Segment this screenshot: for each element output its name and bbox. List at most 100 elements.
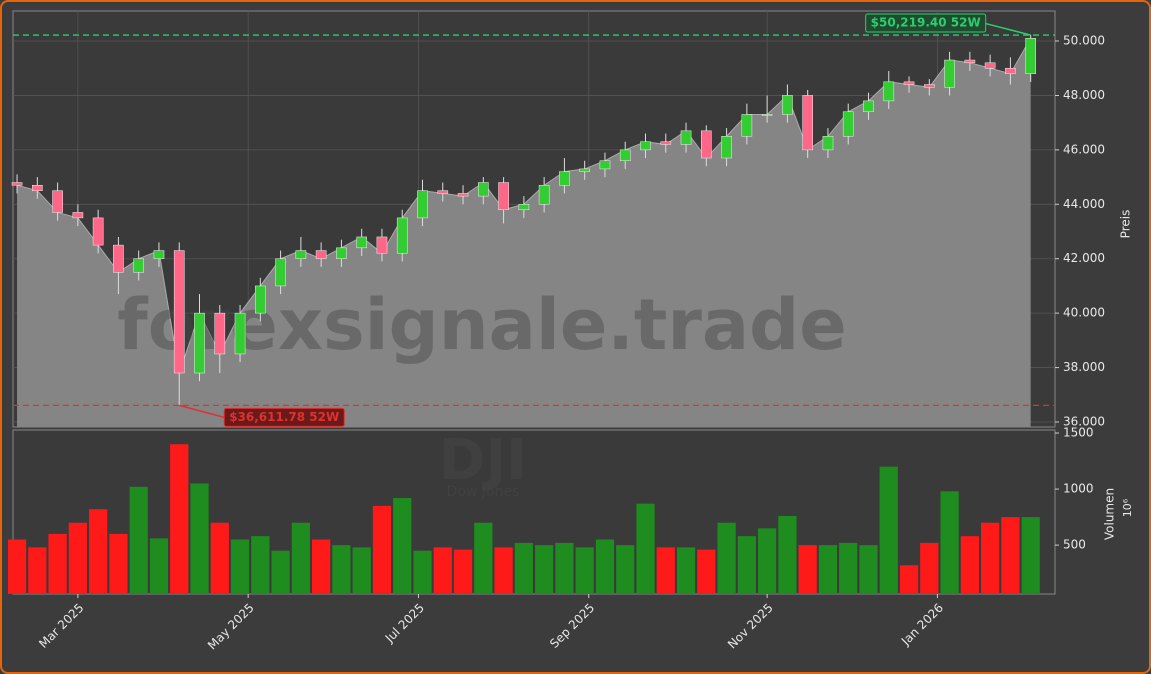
volume-bar (879, 466, 898, 594)
watermark: forexsignale.trade (117, 284, 846, 366)
annotation-arrow (179, 404, 225, 419)
candle-body (984, 62, 996, 69)
candle-body (660, 141, 672, 145)
volume-bar (818, 545, 838, 594)
volume-bar (129, 486, 148, 594)
candle-body (761, 114, 773, 116)
volume-bar (778, 515, 797, 594)
candle-body (173, 250, 185, 374)
x-tick-label: Mar 2025 (36, 601, 86, 651)
candle-body (1025, 38, 1036, 74)
candle-body (478, 182, 489, 197)
candle-body (417, 190, 428, 219)
volume-bar (920, 542, 939, 594)
volume-bar (494, 547, 513, 594)
volume-bar (332, 545, 351, 594)
volume-bar (940, 491, 959, 594)
volume-bar (616, 545, 635, 594)
volume-tick-label: 500 (1063, 538, 1086, 552)
candle-body (437, 190, 449, 194)
volume-bar (656, 547, 675, 594)
volume-bar (798, 545, 817, 594)
annotation-box (223, 407, 345, 427)
candle-body (802, 95, 813, 151)
candle-body (113, 244, 124, 273)
volume-bar (636, 503, 655, 594)
candle-body (356, 236, 368, 249)
volume-bar (697, 549, 716, 594)
candle-body (457, 193, 469, 197)
x-tick-label: Nov 2025 (725, 601, 776, 652)
candle-body (52, 190, 63, 213)
candle-body (782, 95, 793, 115)
volume-bar (109, 533, 128, 594)
candle-body (376, 236, 388, 254)
candle-body (1005, 67, 1016, 74)
candle-body (153, 250, 165, 259)
annotation-label: $50,219.40 52W (871, 16, 981, 30)
y-tick-label: 38.000 (1063, 360, 1105, 374)
volume-bar (555, 542, 574, 594)
volume-bar (717, 522, 736, 594)
candle-body (883, 81, 895, 102)
candle-body (964, 59, 976, 64)
candle-body (822, 136, 834, 151)
volume-axis-label: Volumen (1103, 488, 1117, 540)
candle-body (32, 184, 43, 191)
volume-bar (271, 550, 290, 594)
volume-bar (68, 522, 87, 594)
candle-body (619, 149, 631, 162)
volume-bar (758, 528, 777, 594)
candle-body (315, 250, 327, 259)
volume-bar (1001, 517, 1020, 594)
y-axis-label: Preis (1119, 210, 1133, 239)
volume-bar (676, 547, 696, 594)
candle-body (498, 182, 509, 210)
candle-body (92, 217, 104, 246)
y-tick-label: 36.000 (1063, 414, 1105, 428)
symbol-name: Dow Jones (447, 484, 520, 500)
candle-body (11, 182, 23, 186)
volume-bar (535, 545, 554, 594)
volume-bar (190, 483, 209, 594)
candle-body (579, 168, 590, 172)
candle-body (923, 84, 935, 88)
candle-body (396, 217, 408, 254)
candle-body (72, 212, 84, 219)
volume-bar (312, 539, 331, 594)
volume-bar (981, 522, 1000, 594)
volume-bar (230, 539, 250, 594)
candle-body (842, 111, 854, 137)
candle-body (599, 160, 611, 170)
x-tick-label: Jan 2026 (898, 601, 946, 649)
y-tick-label: 42.000 (1063, 251, 1105, 265)
volume-bar (474, 522, 493, 594)
volume-bar (251, 536, 270, 594)
volume-unit: 10⁶ (1121, 498, 1134, 517)
volume-bar (48, 533, 67, 594)
symbol: DJI (439, 428, 527, 493)
x-tick-label: Sep 2025 (547, 601, 597, 651)
x-tick-label: May 2025 (205, 601, 257, 653)
candle-body (295, 250, 307, 259)
candle-body (700, 130, 712, 159)
y-tick-label: 40.000 (1063, 306, 1105, 320)
annotation-label: $36,611.78 52W (229, 410, 339, 424)
volume-bar (575, 547, 594, 594)
volume-bar (960, 536, 979, 594)
annotation-arrow (983, 22, 1031, 36)
volume-bar (839, 542, 858, 594)
volume-bar (453, 549, 473, 594)
volume-bar (352, 547, 371, 594)
volume-bar (595, 539, 615, 594)
y-tick-label: 46.000 (1063, 142, 1105, 156)
x-tick-label: Jul 2025 (382, 601, 427, 646)
candle-body (133, 258, 145, 273)
volume-bar (413, 550, 432, 594)
close-area (17, 38, 1031, 427)
candle-body (559, 171, 570, 186)
volume-bar (149, 538, 169, 594)
volume-panel (12, 429, 1056, 595)
